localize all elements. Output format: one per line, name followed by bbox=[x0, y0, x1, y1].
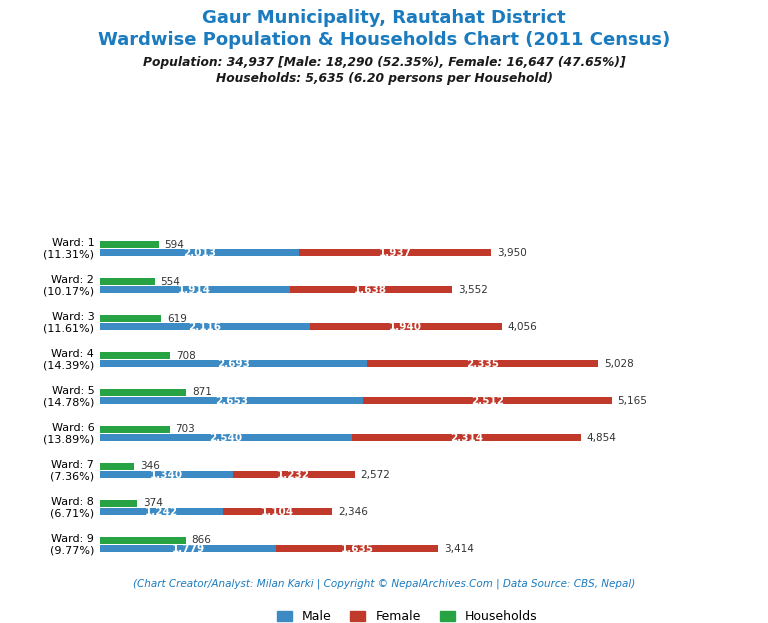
Bar bbox=[100, 508, 223, 515]
Bar bbox=[100, 463, 134, 470]
Text: 1,242: 1,242 bbox=[145, 506, 178, 516]
Text: 554: 554 bbox=[161, 277, 180, 287]
Bar bbox=[100, 500, 137, 507]
Bar bbox=[366, 360, 598, 368]
Bar bbox=[100, 536, 186, 544]
Text: 374: 374 bbox=[143, 498, 163, 508]
Text: 2,572: 2,572 bbox=[361, 470, 391, 480]
Text: Population: 34,937 [Male: 18,290 (52.35%), Female: 16,647 (47.65%)]: Population: 34,937 [Male: 18,290 (52.35%… bbox=[143, 56, 625, 69]
Text: 2,314: 2,314 bbox=[449, 432, 483, 442]
Text: Households: 5,635 (6.20 persons per Household): Households: 5,635 (6.20 persons per Hous… bbox=[216, 72, 552, 85]
Bar bbox=[100, 278, 154, 285]
Text: 1,937: 1,937 bbox=[379, 248, 412, 258]
Bar bbox=[100, 397, 362, 404]
Text: Wardwise Population & Households Chart (2011 Census): Wardwise Population & Households Chart (… bbox=[98, 31, 670, 49]
Text: (Chart Creator/Analyst: Milan Karki | Copyright © NepalArchives.Com | Data Sourc: (Chart Creator/Analyst: Milan Karki | Co… bbox=[133, 578, 635, 589]
Bar bbox=[290, 286, 452, 293]
Text: 2,346: 2,346 bbox=[338, 506, 368, 516]
Legend: Male, Female, Households: Male, Female, Households bbox=[272, 606, 542, 623]
Text: 1,635: 1,635 bbox=[341, 543, 374, 553]
Text: 346: 346 bbox=[140, 462, 160, 472]
Bar bbox=[100, 315, 161, 322]
Text: 594: 594 bbox=[164, 240, 184, 250]
Text: 866: 866 bbox=[191, 535, 211, 545]
Text: 1,104: 1,104 bbox=[261, 506, 294, 516]
Text: 2,116: 2,116 bbox=[188, 321, 221, 331]
Text: 3,414: 3,414 bbox=[444, 543, 474, 553]
Text: 2,013: 2,013 bbox=[183, 248, 216, 258]
Bar bbox=[223, 508, 333, 515]
Bar bbox=[100, 426, 170, 433]
Bar bbox=[100, 471, 233, 478]
Text: 5,165: 5,165 bbox=[617, 396, 647, 406]
Text: 1,914: 1,914 bbox=[178, 285, 211, 295]
Bar bbox=[362, 397, 611, 404]
Text: 2,693: 2,693 bbox=[217, 359, 250, 369]
Text: 1,638: 1,638 bbox=[354, 285, 387, 295]
Bar bbox=[300, 249, 492, 257]
Text: 703: 703 bbox=[175, 424, 195, 434]
Bar bbox=[233, 471, 355, 478]
Text: 4,056: 4,056 bbox=[508, 321, 538, 331]
Text: 1,940: 1,940 bbox=[389, 321, 422, 331]
Text: 1,340: 1,340 bbox=[150, 470, 183, 480]
Text: 1,779: 1,779 bbox=[171, 543, 204, 553]
Bar bbox=[100, 389, 186, 396]
Text: 5,028: 5,028 bbox=[604, 359, 634, 369]
Text: 2,540: 2,540 bbox=[209, 432, 242, 442]
Text: Gaur Municipality, Rautahat District: Gaur Municipality, Rautahat District bbox=[202, 9, 566, 27]
Bar bbox=[100, 286, 290, 293]
Bar bbox=[100, 241, 159, 249]
Text: 2,653: 2,653 bbox=[215, 396, 248, 406]
Bar bbox=[100, 249, 300, 257]
Text: 708: 708 bbox=[176, 351, 196, 361]
Text: 3,950: 3,950 bbox=[497, 248, 527, 258]
Bar bbox=[276, 545, 439, 552]
Bar bbox=[100, 323, 310, 330]
Bar bbox=[100, 434, 352, 441]
Text: 2,335: 2,335 bbox=[466, 359, 499, 369]
Bar bbox=[100, 352, 170, 359]
Text: 3,552: 3,552 bbox=[458, 285, 488, 295]
Text: 619: 619 bbox=[167, 313, 187, 323]
Bar bbox=[100, 360, 366, 368]
Bar bbox=[352, 434, 581, 441]
Text: 2,512: 2,512 bbox=[471, 396, 504, 406]
Bar bbox=[100, 545, 276, 552]
Text: 1,232: 1,232 bbox=[277, 470, 310, 480]
Bar bbox=[310, 323, 502, 330]
Text: 4,854: 4,854 bbox=[587, 432, 617, 442]
Text: 871: 871 bbox=[192, 388, 212, 397]
